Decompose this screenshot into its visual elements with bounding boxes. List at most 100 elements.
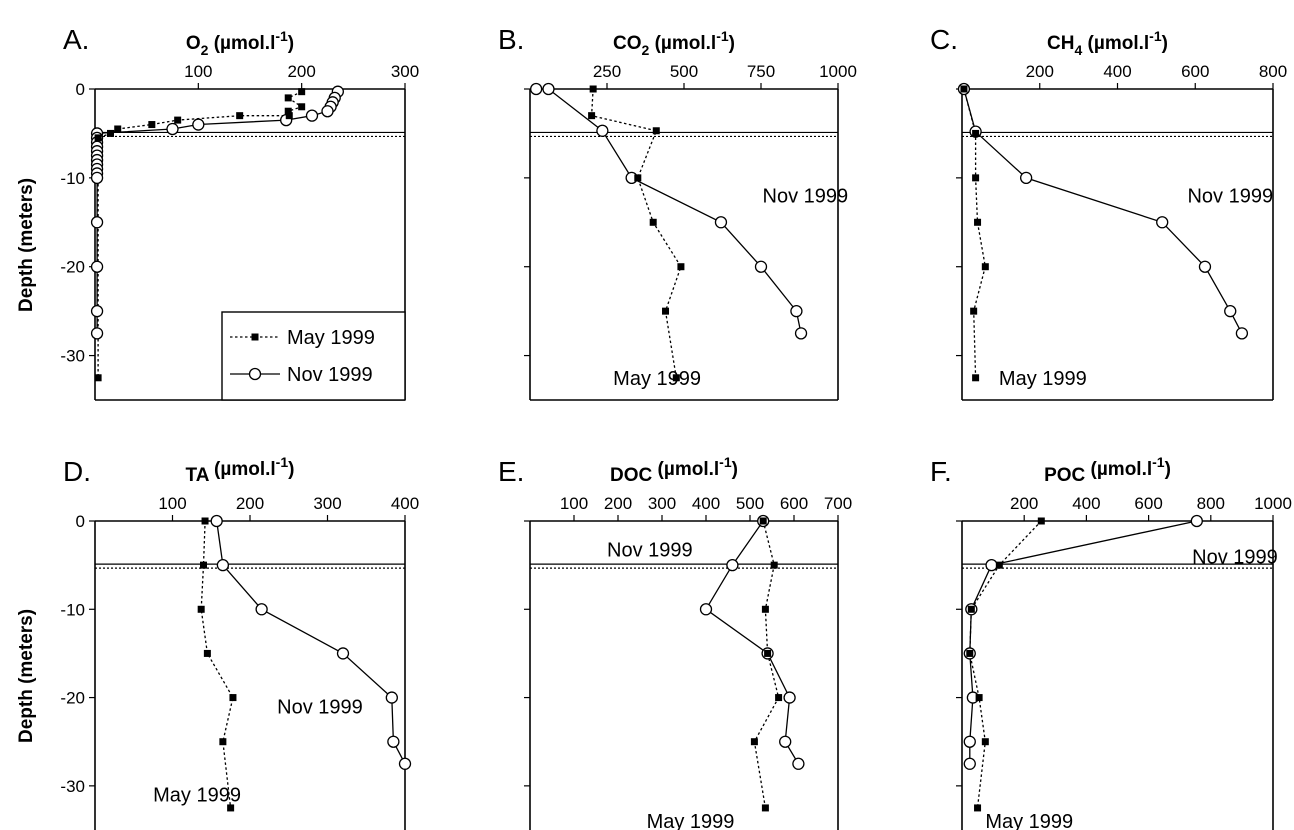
data-point-may-1999 (200, 561, 207, 569)
series-group (957, 82, 1249, 382)
data-point-may-1999 (219, 738, 227, 746)
y-tick-label: -20 (60, 689, 85, 708)
data-point-may-1999 (284, 94, 292, 102)
annotation-label: May 1999 (985, 811, 1073, 830)
title-part: DOC (610, 465, 653, 486)
data-point-nov-1999 (321, 105, 334, 118)
data-point-nov-1999 (1156, 216, 1169, 229)
panel-6: 200 400 600 800 1000 F. POC (µmol.l-1) Nov 1999… (930, 454, 1292, 830)
data-point-may-1999 (981, 738, 989, 746)
x-tick-label: 500 (736, 494, 764, 513)
x-tick-label: 400 (692, 494, 720, 513)
data-point-nov-1999 (305, 109, 319, 122)
x-tick-label: 700 (824, 494, 852, 513)
series-group (90, 85, 344, 382)
data-point-nov-1999 (210, 514, 223, 528)
data-point-nov-1999 (790, 304, 803, 318)
data-point-may-1999 (285, 112, 293, 120)
x-axis-title: O2 (µmol.l-1) (186, 28, 294, 58)
data-point-may-1999 (662, 307, 670, 315)
data-point-may-1999 (981, 263, 989, 271)
y-axis-label: Depth (meters) (16, 178, 37, 312)
data-point-may-1999 (960, 85, 968, 93)
data-point-nov-1999 (714, 216, 728, 229)
title-part: 2 (201, 42, 209, 58)
x-axis-title: DOC (µmol.l-1) (610, 454, 738, 486)
data-point-nov-1999 (596, 124, 609, 137)
data-point-nov-1999 (387, 735, 400, 748)
annotation-label: May 1999 (647, 811, 735, 830)
data-point-nov-1999 (216, 558, 230, 572)
x-tick-label: 200 (604, 494, 632, 513)
y-axis-label-bottom: Depth (meters) (16, 609, 37, 743)
data-point-may-1999 (967, 605, 975, 613)
data-point-may-1999 (966, 649, 974, 657)
series-group (699, 514, 805, 812)
data-point-may-1999 (672, 374, 680, 382)
data-point-nov-1999 (985, 558, 998, 572)
x-axis-title: CO2 (µmol.l-1) (613, 28, 735, 58)
legend-label-may: May 1999 (287, 327, 375, 349)
data-point-nov-1999 (1019, 171, 1033, 185)
y-tick-label: -10 (60, 600, 85, 619)
annotation-label: May 1999 (153, 785, 241, 807)
y-tick-label: -20 (60, 258, 85, 277)
data-point-nov-1999 (90, 216, 104, 229)
annotation-label: Nov 1999 (1187, 186, 1273, 208)
series-line-may-1999 (590, 88, 682, 378)
panel-letter: F. (930, 456, 952, 487)
data-point-may-1999 (284, 107, 292, 115)
panel-4: 100 200 300 400 0 -10 -20 -30 D. TA (µmol.l-1) Nov… (60, 454, 419, 830)
annotation-label: Nov 1999 (763, 186, 849, 208)
data-point-nov-1999 (90, 304, 104, 318)
annotation-label: Nov 1999 (607, 539, 693, 561)
data-point-may-1999 (94, 134, 102, 142)
title-part: ) (1165, 459, 1171, 480)
title-part: 4 (1074, 42, 1082, 58)
data-point-nov-1999 (90, 260, 104, 273)
x-tick-label: 1000 (1254, 494, 1292, 513)
data-point-nov-1999 (779, 735, 792, 748)
data-point-nov-1999 (1224, 304, 1237, 318)
x-tick-label: 250 (593, 62, 621, 81)
series-line-may-1999 (97, 91, 304, 378)
panel-letter: C. (930, 24, 958, 55)
data-point-may-1999 (995, 561, 1003, 569)
series-line-nov-1999 (969, 520, 1197, 764)
data-point-may-1999 (677, 263, 685, 271)
data-point-may-1999 (298, 88, 306, 96)
title-part: (µmol.l (649, 33, 716, 54)
title-part: ) (732, 459, 738, 480)
series-line-nov-1999 (963, 88, 1243, 334)
x-tick-label: 500 (670, 62, 698, 81)
panel-letter: D. (63, 456, 91, 487)
data-point-may-1999 (972, 129, 980, 137)
x-tick-label: 200 (287, 62, 315, 81)
title-part: ) (288, 459, 294, 480)
data-point-nov-1999 (726, 558, 739, 572)
data-point-nov-1999 (90, 327, 104, 340)
panel-1: 100 200 300 0 -10 -20 -30 A. O2 (µmol.l-1) May 19… (60, 24, 419, 401)
data-point-may-1999 (94, 374, 102, 382)
series-group (197, 514, 412, 812)
data-point-may-1999 (174, 116, 182, 124)
data-point-nov-1999 (255, 603, 268, 616)
series-line-nov-1999 (96, 91, 339, 334)
panel-letter: B. (498, 24, 524, 55)
annotation-label: May 1999 (999, 368, 1087, 390)
legend-label-nov: Nov 1999 (287, 364, 373, 386)
title-part: (µmol.l (1085, 459, 1152, 480)
data-point-may-1999 (764, 649, 772, 657)
annotation-label: May 1999 (613, 368, 701, 390)
x-axis-title: POC (µmol.l-1) (1044, 454, 1171, 486)
title-part: CO (613, 33, 642, 54)
legend: May 1999 Nov 1999 (221, 311, 406, 401)
data-point-may-1999 (634, 174, 642, 182)
y-axis-label-top: Depth (meters) (16, 178, 37, 312)
legend-box (221, 311, 406, 401)
y-tick-label: -30 (60, 777, 85, 796)
x-tick-label: 600 (1181, 62, 1209, 81)
data-point-nov-1999 (530, 82, 543, 96)
